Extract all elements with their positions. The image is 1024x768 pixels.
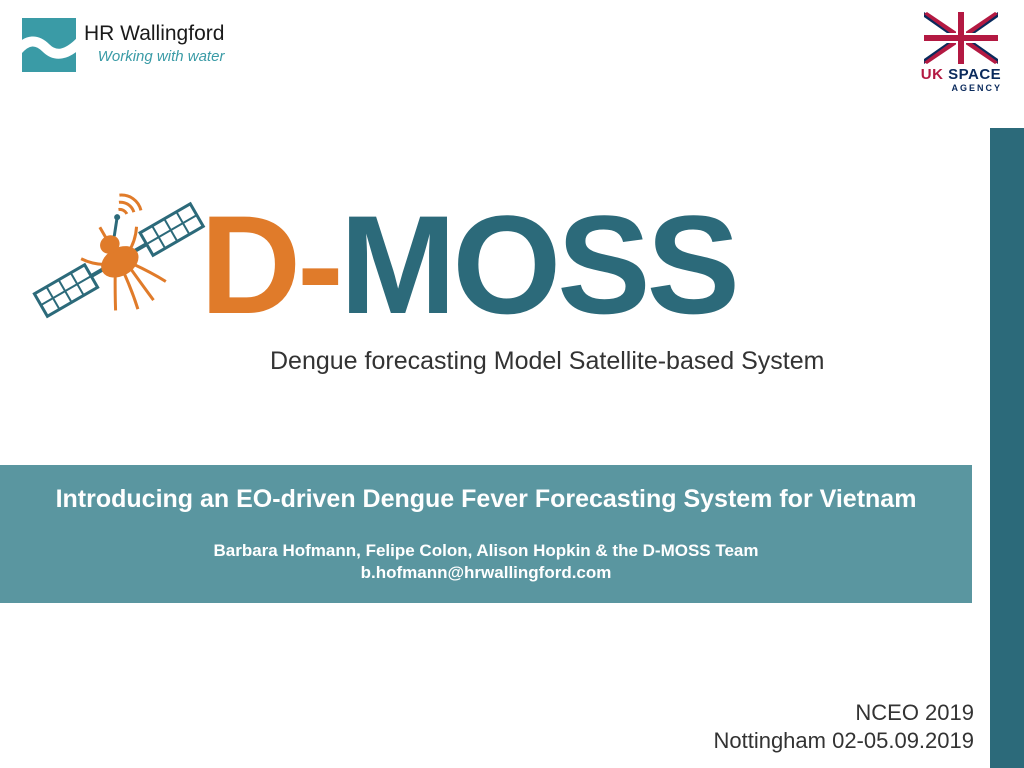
event-name: NCEO 2019 xyxy=(713,699,974,728)
presentation-title: Introducing an EO-driven Dengue Fever Fo… xyxy=(40,483,932,517)
title-panel: Introducing an EO-driven Dengue Fever Fo… xyxy=(0,465,972,603)
uk-flag-icon xyxy=(924,12,998,64)
hr-wallingford-logo: HR Wallingford Working with water xyxy=(22,18,224,72)
contact-email: b.hofmann@hrwallingford.com xyxy=(40,563,932,583)
dmoss-logo-area: D-MOSS Dengue forecasting Model Satellit… xyxy=(10,155,980,405)
uksa-line1: UK SPACE xyxy=(916,66,1006,83)
event-footer: NCEO 2019 Nottingham 02-05.09.2019 xyxy=(713,699,974,756)
uksa-line2: AGENCY xyxy=(916,83,1002,93)
uk-space-agency-logo: UK SPACE AGENCY xyxy=(916,12,1006,93)
dmoss-dash: - xyxy=(297,186,340,343)
hrw-name: HR Wallingford xyxy=(84,22,224,46)
dmoss-subtitle: Dengue forecasting Model Satellite-based… xyxy=(270,347,824,376)
uksa-uk: UK xyxy=(921,66,944,83)
hrw-tagline: Working with water xyxy=(84,48,224,65)
dmoss-moss: MOSS xyxy=(340,186,736,343)
mosquito-satellite-icon xyxy=(0,145,228,375)
uksa-space: SPACE xyxy=(948,66,1001,83)
event-location-dates: Nottingham 02-05.09.2019 xyxy=(713,727,974,756)
dmoss-wordmark: D-MOSS xyxy=(200,195,736,335)
authors-line: Barbara Hofmann, Felipe Colon, Alison Ho… xyxy=(40,541,932,561)
dmoss-d: D xyxy=(200,186,297,343)
hrw-mark-icon xyxy=(22,18,76,72)
right-accent-bar xyxy=(990,128,1024,768)
